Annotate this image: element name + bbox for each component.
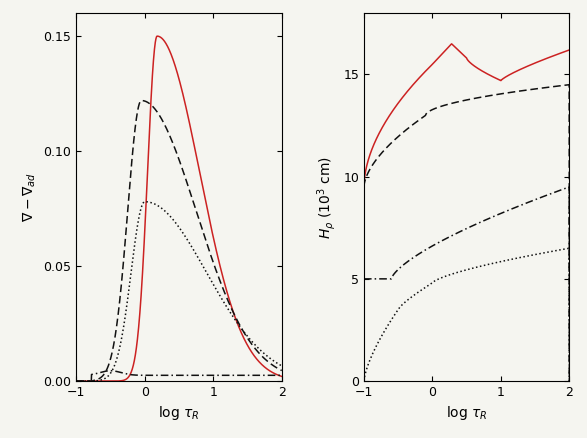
X-axis label: log $\tau_R$: log $\tau_R$ (158, 404, 200, 423)
Y-axis label: $\nabla - \nabla_{ad}$: $\nabla - \nabla_{ad}$ (21, 172, 38, 222)
X-axis label: log $\tau_R$: log $\tau_R$ (446, 404, 488, 423)
Y-axis label: $H_\rho$ ($10^3$ cm): $H_\rho$ ($10^3$ cm) (315, 155, 338, 239)
